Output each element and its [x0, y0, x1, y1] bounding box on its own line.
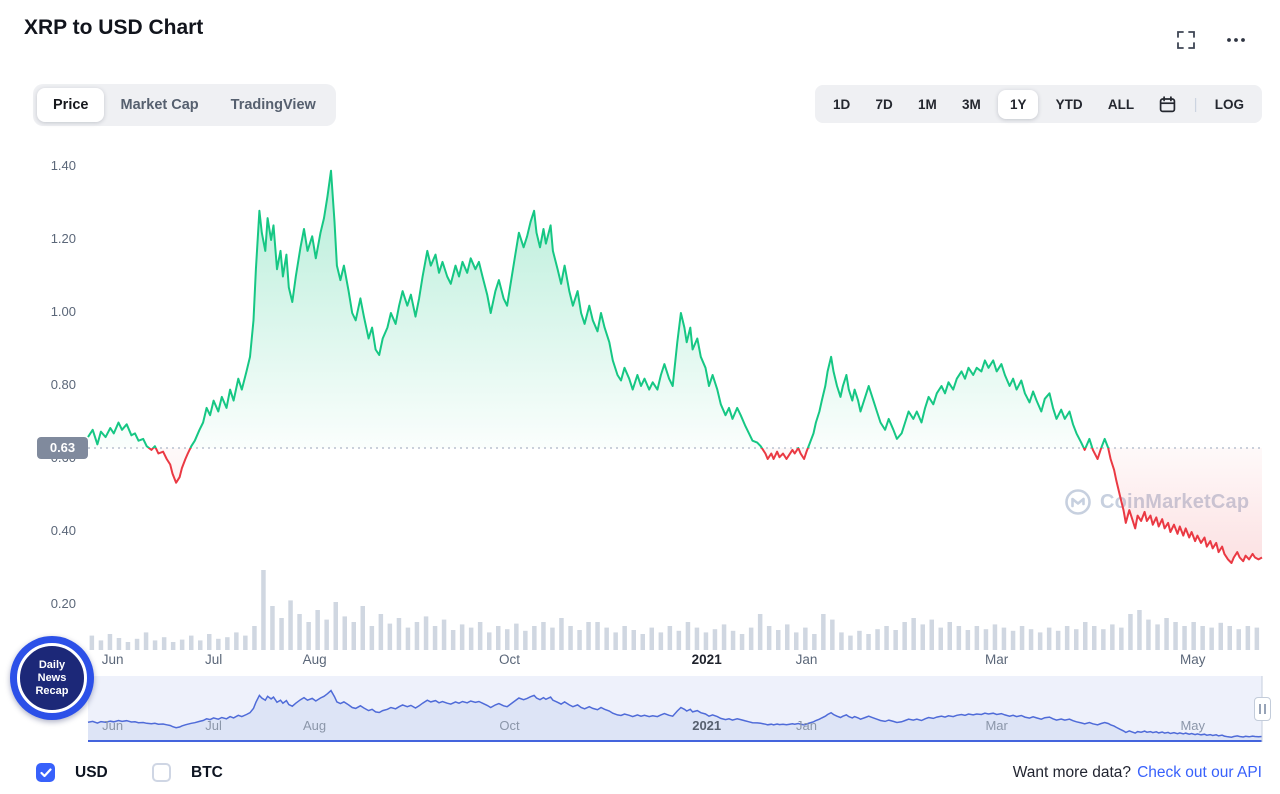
y-axis-tick: 1.40	[50, 158, 76, 173]
y-axis-tick: 0.20	[50, 596, 76, 611]
range-7d[interactable]: 7D	[867, 90, 900, 119]
navigator-area	[88, 690, 1262, 741]
range-ytd[interactable]: YTD	[1048, 90, 1091, 119]
coinmarketcap-logo-icon	[1065, 489, 1091, 515]
tab-price[interactable]: Price	[37, 88, 105, 122]
range-1y[interactable]: 1Y	[997, 89, 1039, 119]
brush-resize-handle[interactable]	[1254, 697, 1271, 721]
btc-checkbox-group[interactable]: BTC	[152, 763, 223, 782]
range-1m[interactable]: 1M	[910, 90, 945, 119]
tab-market-cap[interactable]: Market Cap	[104, 88, 214, 122]
x-axis-label: Oct	[498, 652, 520, 667]
x-axis-label: Jun	[101, 652, 124, 667]
btc-checkbox[interactable]	[152, 763, 171, 782]
current-price-badge: 0.63	[37, 437, 88, 460]
x-axis-label: Jan	[795, 652, 818, 667]
api-link[interactable]: Check out our API	[1137, 764, 1262, 781]
mini-x-axis-label: Jul	[205, 718, 222, 733]
daily-news-recap-badge[interactable]: Daily News Recap	[10, 636, 94, 720]
time-range-selector: 1D 7D 1M 3M 1Y YTD ALL | LOG	[815, 85, 1262, 123]
page-title: XRP to USD Chart	[24, 16, 204, 39]
chart-type-tabs: Price Market Cap TradingView	[33, 84, 336, 126]
check-icon	[39, 767, 52, 777]
mini-x-axis-label: Oct	[499, 718, 520, 733]
api-promo-text: Want more data? Check out our API	[1013, 764, 1262, 782]
navigator-line	[87, 689, 1263, 738]
mini-x-axis-label: May	[1180, 718, 1205, 733]
volume-bars	[89, 570, 1260, 650]
usd-label: USD	[75, 763, 108, 781]
more-data-text: Want more data?	[1012, 764, 1132, 781]
watermark-text: CoinMarketCap	[1100, 490, 1250, 513]
fullscreen-button[interactable]	[1170, 27, 1202, 53]
mini-x-axis-label: Jun	[102, 718, 124, 733]
usd-checkbox-group[interactable]: USD	[36, 763, 108, 782]
y-axis-tick: 0.40	[50, 523, 76, 538]
footer-bar: USD BTC Want more data? Check out our AP…	[0, 755, 1280, 794]
x-axis-label: May	[1179, 652, 1206, 667]
range-3m[interactable]: 3M	[954, 90, 989, 119]
more-options-button[interactable]	[1220, 27, 1252, 53]
mini-x-axis-label: Aug	[303, 718, 327, 733]
btc-label: BTC	[191, 763, 223, 781]
range-1d[interactable]: 1D	[825, 90, 858, 119]
range-divider: |	[1193, 95, 1198, 113]
calendar-icon	[1160, 95, 1176, 112]
x-axis-label: Aug	[302, 652, 327, 667]
mini-x-axis-label: Mar	[985, 718, 1008, 733]
x-axis-label: 2021	[691, 652, 722, 667]
tab-tradingview[interactable]: TradingView	[215, 88, 332, 122]
x-axis-label: Jul	[204, 652, 223, 667]
log-scale-toggle[interactable]: LOG	[1207, 90, 1252, 119]
coinmarketcap-watermark: CoinMarketCap	[1064, 488, 1249, 516]
navigator-background	[88, 676, 1262, 742]
daily-news-recap-label: Daily News Recap	[17, 643, 87, 713]
y-axis-tick: 0.80	[50, 377, 76, 392]
y-axis-tick: 1.00	[50, 304, 76, 319]
mini-x-axis-label: Jan	[796, 718, 817, 733]
usd-checkbox[interactable]	[36, 763, 55, 782]
y-axis-tick: 1.20	[50, 231, 76, 246]
fullscreen-icon	[1177, 31, 1195, 49]
calendar-button[interactable]	[1151, 89, 1184, 120]
range-all[interactable]: ALL	[1100, 90, 1142, 119]
x-axis-label: Mar	[985, 652, 1009, 667]
mini-x-axis-label: 2021	[692, 718, 722, 733]
ellipsis-icon	[1227, 38, 1245, 42]
